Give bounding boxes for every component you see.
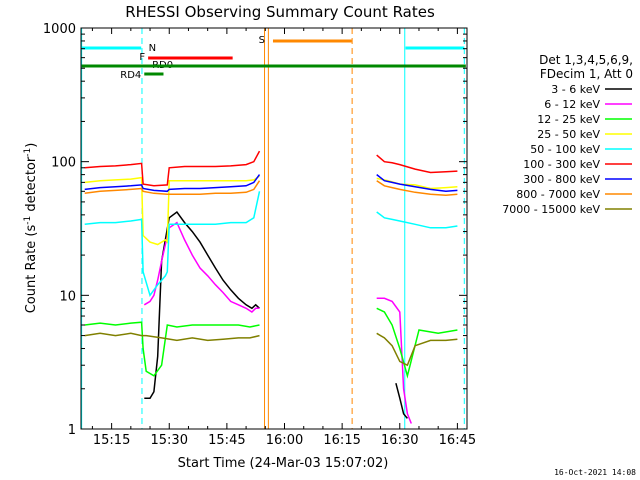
series-lines [84,150,458,424]
x-tick-label: 15:15 [93,433,130,448]
x-tick-label: 16:30 [381,433,418,448]
series-line [84,175,260,246]
series-line [84,174,261,193]
flag-label: RD4 [120,70,141,81]
series-line [84,180,261,196]
y-tick-label: 10 [59,289,76,304]
series-line [376,154,458,174]
legend-header: Det 1,3,4,5,6,9, [539,53,633,67]
y-axis-label-mid: detector [24,156,39,216]
legend-label: 7000 - 15000 keV [502,203,600,216]
chart-title: RHESSI Observing Summary Count Rates [125,3,435,21]
plot-frame [80,27,468,430]
x-tick-label: 16:45 [439,433,476,448]
series-line [84,332,260,342]
series-line [376,177,458,190]
flag-label: N [149,43,156,54]
y-axis-label-end: ) [24,143,39,148]
legend-label: 6 - 12 keV [544,98,600,111]
flag-label: S [259,35,265,46]
series-line [376,297,412,424]
y-tick-label: 100 [51,156,76,171]
series-line [376,211,458,229]
series-line [84,150,261,187]
x-axis-ticks: 15:15 15:30 15:45 16:00 16:15 16:30 16:45 [91,28,476,448]
series-line [84,321,260,377]
flag-label: F [139,52,145,63]
legend-label: 25 - 50 keV [537,128,600,141]
series-line [376,332,458,367]
series-line [84,191,261,297]
x-axis-label: Start Time (24-Mar-03 15:07:02) [178,456,389,471]
series-line [143,221,260,313]
x-tick-label: 15:30 [151,433,188,448]
y-tick-label: 1000 [43,22,76,37]
observing-flag-bars: NFRD0RD4S [81,35,466,81]
generation-date: 16-Oct-2021 14:08 [554,468,636,477]
legend-label: 12 - 25 keV [537,113,600,126]
y-axis-label-main: Count Rate (s [24,225,39,314]
legend-label: 50 - 100 keV [530,143,600,156]
legend-label: 800 - 7000 keV [516,188,600,201]
series-line [144,210,261,399]
y-axis-label-exp1: -1 [23,216,33,225]
y-tick-label: 1 [68,423,76,438]
x-tick-label: 16:00 [266,433,303,448]
series-line [376,174,458,193]
y-axis-label: Count Rate (s-1 detector-1) [23,143,39,314]
series-line [376,307,458,379]
legend-header: FDecim 1, Att 0 [540,67,633,81]
legend-label: 300 - 800 keV [523,173,600,186]
x-tick-label: 16:15 [323,433,360,448]
y-axis-label-exp2: -1 [23,148,33,157]
legend-label: 3 - 6 keV [551,83,600,96]
y-axis-ticks: 1 10 100 1000 [43,22,467,438]
legend-label: 100 - 300 keV [523,158,600,171]
legend: Det 1,3,4,5,6,9,FDecim 1, Att 0 3 - 6 keV… [502,53,633,216]
series-line [395,383,408,419]
series-line [376,180,458,197]
x-tick-label: 15:45 [208,433,245,448]
